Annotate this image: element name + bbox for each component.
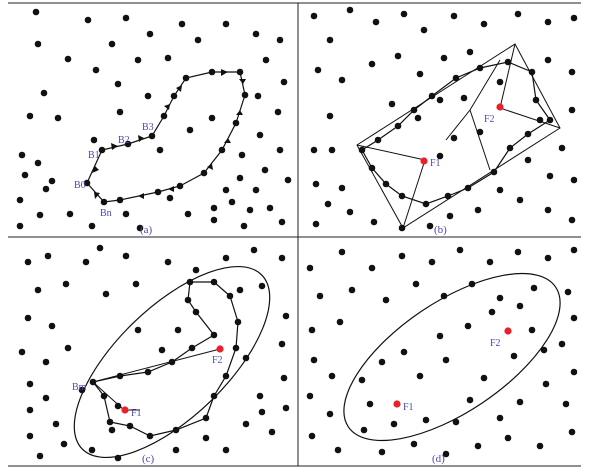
focus-f1-d bbox=[393, 400, 401, 408]
focus-f2-d bbox=[504, 327, 512, 335]
panel-b: F1 F2 (b) bbox=[310, 6, 578, 236]
panel-b-scatter bbox=[310, 6, 578, 232]
label-b1: B1 bbox=[88, 150, 100, 161]
focus-f2-b bbox=[496, 103, 504, 111]
panel-d-ellipse bbox=[343, 272, 561, 442]
label-b2: B2 bbox=[118, 135, 130, 146]
panel-d-scatter bbox=[306, 246, 578, 458]
caption-b: (b) bbox=[434, 224, 447, 236]
panel-c: Bm F1 F2 (c) bbox=[18, 244, 290, 465]
caption-c: (c) bbox=[142, 453, 155, 465]
label-b0: B0 bbox=[74, 180, 86, 191]
panel-a-boundary-path bbox=[83, 68, 249, 206]
panel-c-ellipse bbox=[73, 265, 271, 459]
panel-c-scatter bbox=[18, 244, 290, 462]
label-bn: Bn bbox=[100, 208, 112, 219]
panel-d: F1 F2 (d) bbox=[306, 246, 578, 465]
panel-b-boundary-path bbox=[358, 58, 554, 208]
label-b3: B3 bbox=[142, 122, 154, 133]
label-f2-c: F2 bbox=[212, 355, 223, 366]
panel-frame bbox=[8, 2, 581, 467]
caption-a: (a) bbox=[140, 224, 153, 236]
panel-a-scatter bbox=[16, 8, 292, 232]
panel-b-enclosing-quad bbox=[356, 43, 561, 229]
label-f2-d: F2 bbox=[490, 338, 501, 349]
caption-d: (d) bbox=[432, 453, 445, 465]
label-f1-c: F1 bbox=[131, 408, 142, 419]
focus-f1-c bbox=[121, 406, 129, 414]
panel-a: B0 B1 B2 B3 Bn (a) bbox=[16, 8, 292, 236]
label-f1-d: F1 bbox=[403, 402, 414, 413]
focus-f2-c bbox=[216, 345, 224, 353]
panel-c-boundary-path bbox=[89, 278, 242, 440]
label-f1-b: F1 bbox=[430, 158, 441, 169]
label-bm-c: Bm bbox=[72, 382, 87, 393]
focus-f1-b bbox=[420, 157, 428, 165]
label-f2-b: F2 bbox=[484, 114, 495, 125]
